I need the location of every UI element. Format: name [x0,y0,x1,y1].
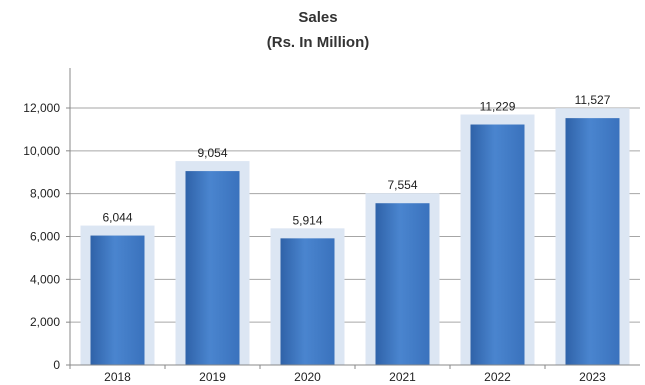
bar [185,171,240,365]
x-tick-label: 2020 [294,370,321,384]
data-label: 5,914 [292,213,322,227]
y-tick-label: 6,000 [30,230,60,244]
data-label: 6,044 [102,211,132,225]
bar [375,203,430,365]
gridlines [70,107,640,323]
data-label: 7,554 [387,178,417,192]
chart-subtitle: (Rs. In Million) [267,34,370,51]
axes [69,68,640,366]
y-tick-label: 4,000 [30,272,60,286]
bar [565,118,620,365]
x-tick-label: 2019 [199,370,226,384]
bar [280,238,335,365]
data-label: 9,054 [197,146,227,160]
data-label: 11,229 [480,100,516,114]
data-labels: 6,044 9,054 5,914 7,554 11,229 11,527 [102,93,610,227]
y-tick-label: 10,000 [23,144,60,158]
x-axis-ticks: 2018 2019 2020 2021 2022 2023 [69,365,606,384]
y-axis-ticks: 0 2,000 4,000 6,000 8,000 10,000 12,000 [23,101,70,372]
y-tick-label: 0 [53,358,60,372]
chart-title: Sales [298,9,337,26]
bar [470,124,525,365]
x-tick-label: 2022 [484,370,511,384]
y-tick-label: 2,000 [30,315,60,329]
data-label: 11,527 [575,93,611,107]
y-tick-label: 8,000 [30,187,60,201]
x-tick-label: 2021 [389,370,416,384]
x-tick-label: 2023 [579,370,606,384]
bar [90,235,145,365]
y-tick-label: 12,000 [23,101,60,115]
bars [90,118,620,365]
x-tick-label: 2018 [104,370,131,384]
